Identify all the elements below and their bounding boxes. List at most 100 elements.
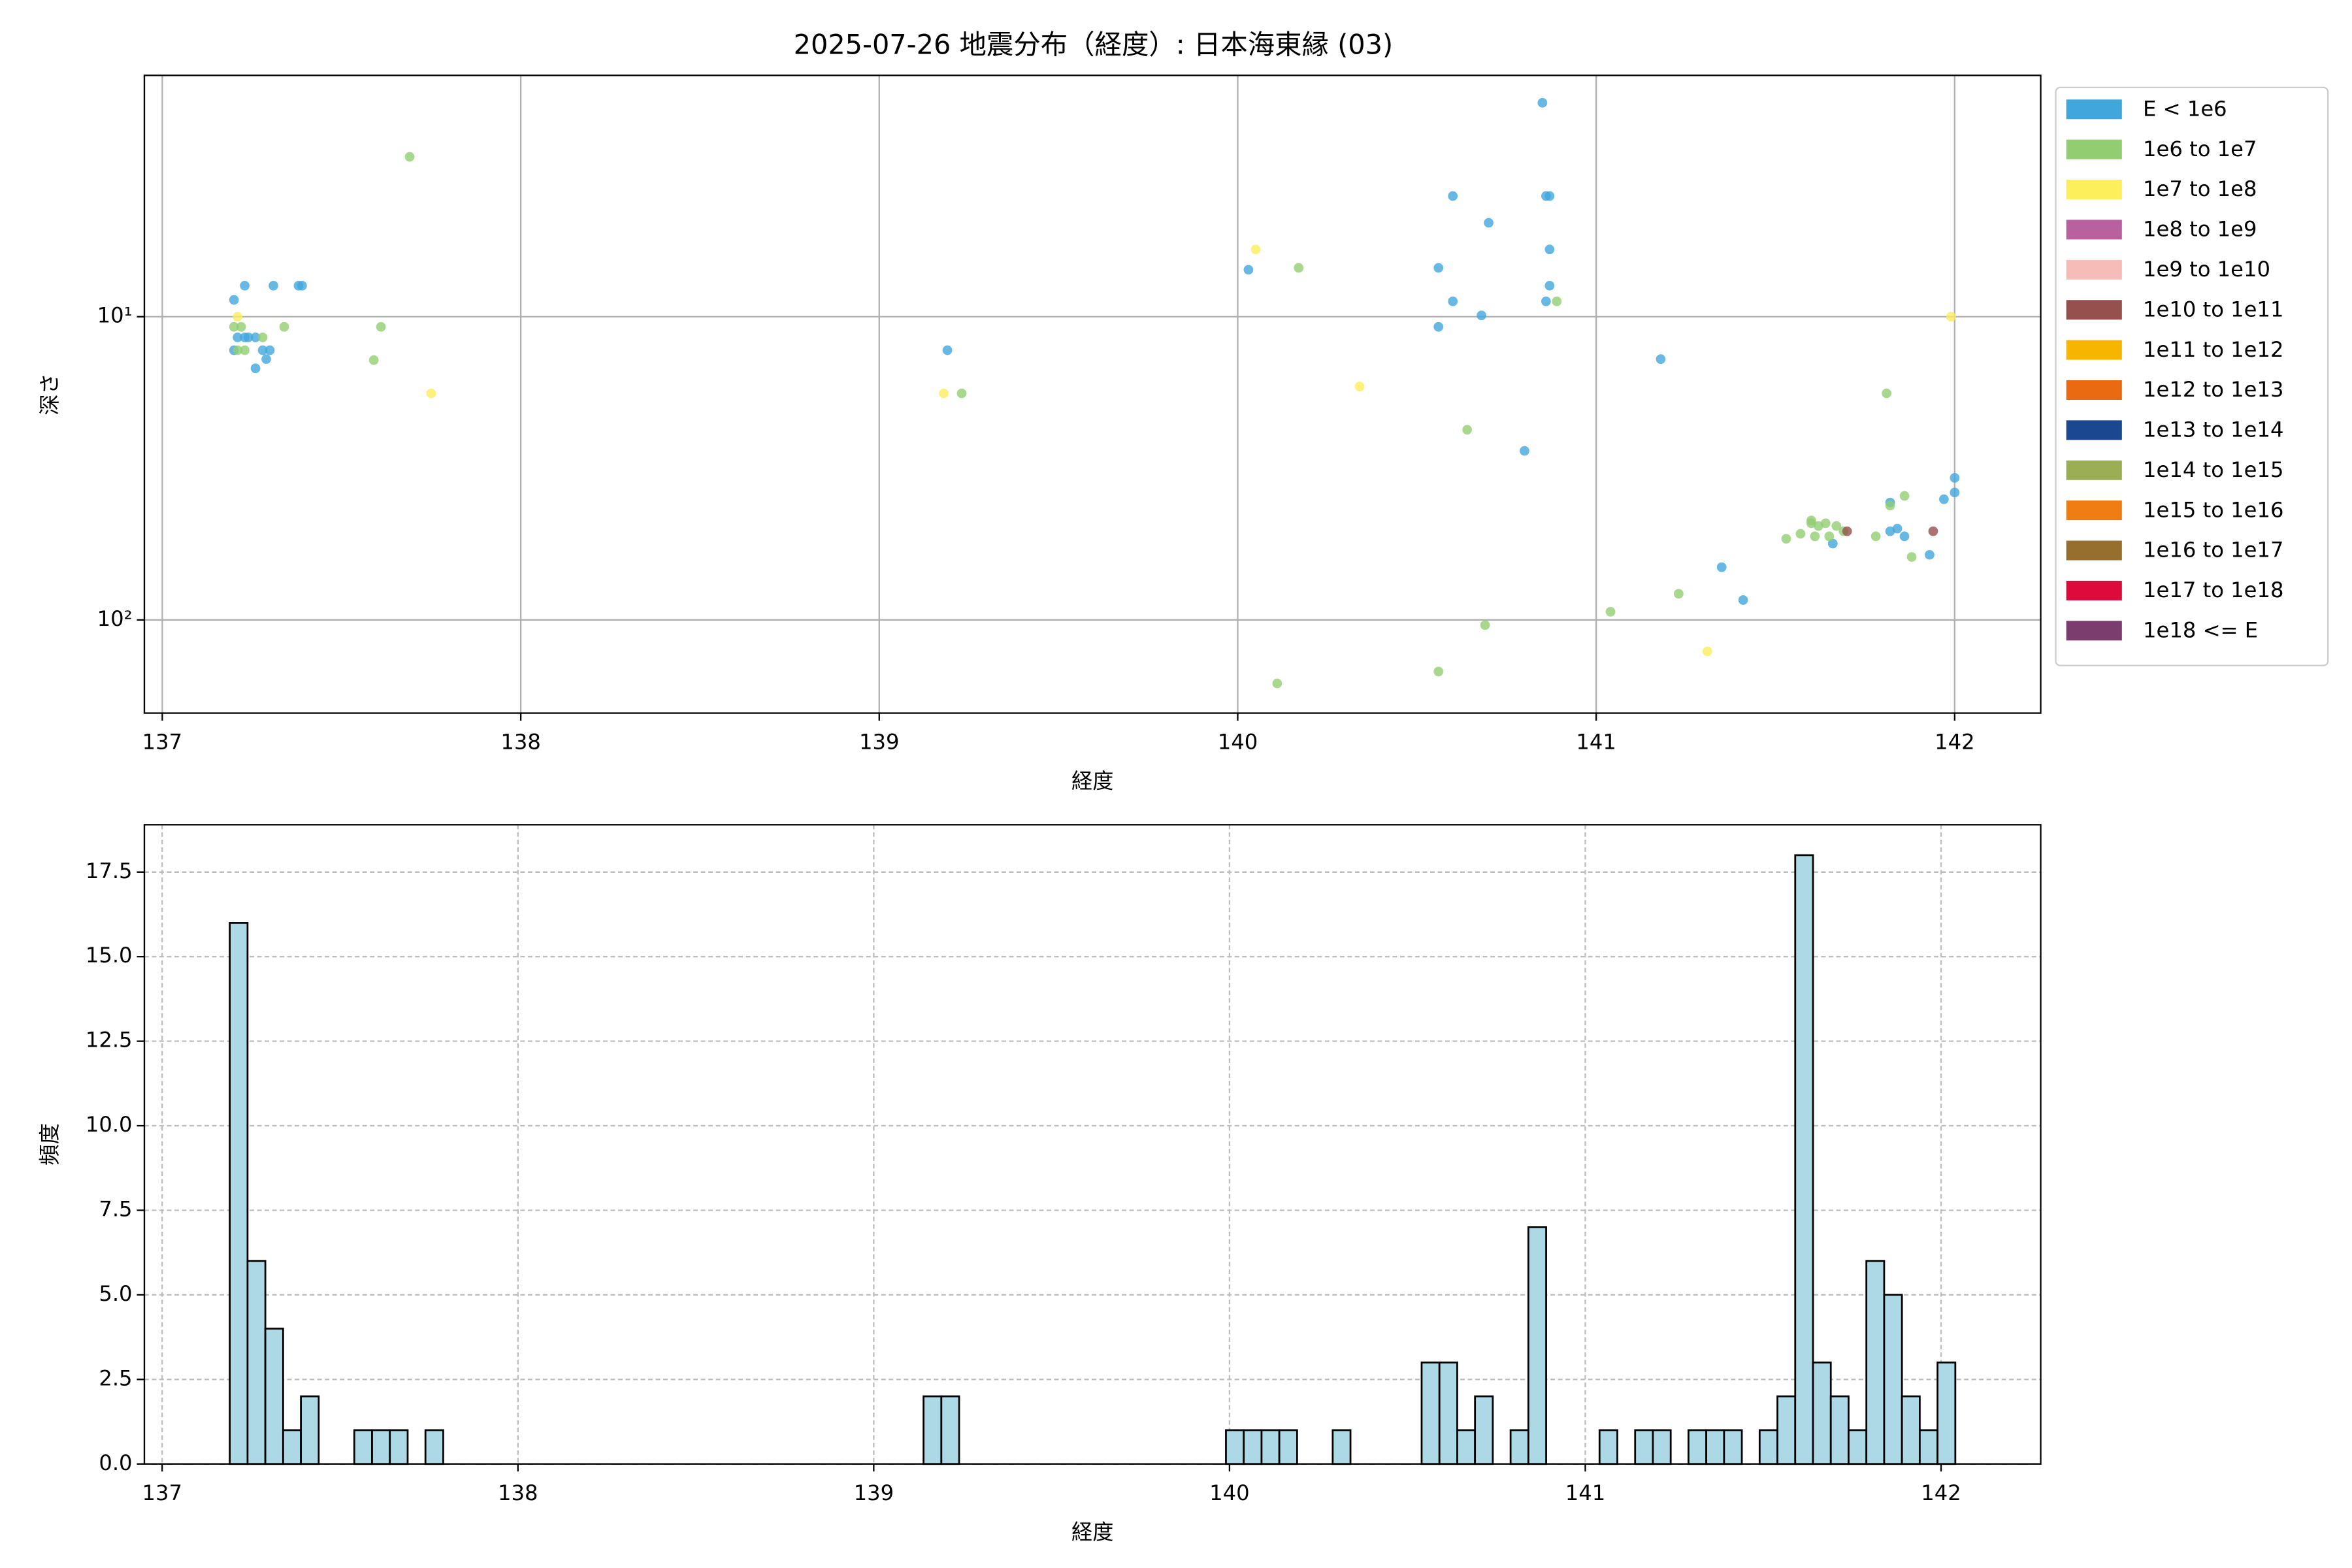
scatter-point: [1433, 263, 1444, 273]
histogram-bar: [1527, 1226, 1547, 1465]
histogram-bar: [1225, 1429, 1245, 1465]
scatter-point: [1272, 678, 1282, 689]
scatter-point: [1885, 500, 1895, 511]
scatter-point: [1605, 606, 1616, 617]
scatter-point: [1831, 521, 1842, 531]
plot-frame: [143, 74, 2042, 714]
scatter-point: [236, 321, 246, 332]
legend-swatch: [2066, 340, 2122, 360]
y-axis-label: 深さ: [37, 373, 62, 416]
scatter-point: [1716, 562, 1727, 572]
legend-swatch: [2066, 500, 2122, 521]
histogram-bar: [1758, 1429, 1778, 1465]
scatter-point: [376, 321, 386, 332]
histogram-bar: [1688, 1429, 1708, 1465]
scatter-point: [1946, 312, 1956, 322]
histogram-bar: [1901, 1395, 1921, 1465]
histogram-bar: [1634, 1429, 1654, 1465]
histogram-bar: [353, 1429, 373, 1465]
scatter-point: [257, 333, 268, 342]
legend-label: E < 1e6: [2143, 96, 2227, 121]
scatter-point: [1781, 534, 1791, 544]
legend-swatch: [2066, 139, 2122, 159]
y-tick-label: 7.5: [99, 1196, 132, 1221]
legend-label: 1e12 to 1e13: [2143, 377, 2283, 402]
scatter-point: [1899, 531, 1910, 542]
y-axis-label: 頻度: [37, 1123, 62, 1166]
scatter-point: [265, 345, 275, 355]
histogram-bar: [1865, 1260, 1886, 1465]
scatter-point: [1673, 589, 1684, 599]
scatter-point: [368, 355, 379, 365]
histogram-bar: [300, 1395, 320, 1465]
scatter-point: [1480, 620, 1490, 630]
y-tick-label: 5.0: [99, 1281, 132, 1306]
histogram-bar: [1776, 1395, 1797, 1465]
y-tick-label: 17.5: [86, 858, 133, 883]
legend-label: 1e9 to 1e10: [2143, 257, 2270, 282]
histogram-bar: [1936, 1362, 1957, 1465]
scatter-point: [1250, 244, 1261, 255]
scatter-point: [1795, 529, 1806, 539]
scatter-point: [1738, 595, 1748, 605]
scatter-point: [250, 363, 261, 374]
scatter-point: [942, 345, 953, 355]
legend-label: 1e15 to 1e16: [2143, 497, 2283, 522]
histogram-bar: [1243, 1429, 1263, 1465]
legend-label: 1e10 to 1e11: [2143, 297, 2283, 321]
histogram-bar: [246, 1260, 267, 1465]
x-tick-label: 141: [1565, 1480, 1605, 1505]
legend-label: 1e6 to 1e7: [2143, 137, 2257, 161]
scatter-point: [956, 388, 967, 399]
scatter-point: [1477, 310, 1486, 321]
scatter-point: [279, 321, 289, 332]
scatter-point: [1820, 518, 1831, 529]
scatter-point: [1243, 265, 1254, 275]
scatter-point: [1484, 218, 1494, 228]
scatter-point: [1448, 296, 1458, 306]
scatter-point: [1544, 244, 1555, 255]
scatter-point: [1541, 296, 1551, 306]
legend-label: 1e8 to 1e9: [2143, 217, 2257, 242]
scatter-point: [250, 333, 261, 342]
legend-label: 1e7 to 1e8: [2143, 176, 2257, 201]
x-tick-label: 137: [142, 1480, 182, 1505]
histogram-bar: [1794, 854, 1814, 1465]
scatter-point: [261, 354, 271, 365]
histogram-bar: [1918, 1429, 1938, 1465]
legend-label: 1e11 to 1e12: [2143, 337, 2283, 362]
legend-swatch: [2066, 99, 2122, 120]
y-tick-label: 15.0: [86, 943, 133, 968]
histogram-bar: [1260, 1429, 1281, 1465]
legend-swatch: [2066, 380, 2122, 400]
scatter-point: [1939, 494, 1949, 504]
scatter-point: [1950, 473, 1960, 483]
legend-box: [2055, 86, 2329, 666]
scatter-point: [1354, 382, 1365, 392]
x-tick-label: 139: [859, 730, 899, 755]
scatter-point: [1294, 263, 1304, 273]
x-tick-label: 142: [1935, 730, 1974, 755]
y-tick-label: 10.0: [86, 1112, 133, 1137]
legend-label: 1e13 to 1e14: [2143, 417, 2283, 442]
x-tick-label: 142: [1921, 1480, 1961, 1505]
legend-swatch: [2066, 180, 2122, 200]
histogram-bar: [1474, 1395, 1494, 1465]
scatter-point: [297, 280, 307, 291]
histogram-bar: [424, 1429, 444, 1465]
scatter-point: [1433, 321, 1444, 332]
legend-swatch: [2066, 220, 2122, 240]
histogram-bar: [264, 1328, 284, 1465]
x-tick-label: 137: [142, 730, 182, 755]
scatter-point: [1544, 280, 1555, 291]
scatter-point: [939, 388, 949, 399]
histogram-bar: [1652, 1429, 1672, 1465]
scatter-point: [1906, 552, 1917, 562]
scatter-point: [1925, 549, 1935, 560]
y-tick-label: 2.5: [99, 1365, 132, 1390]
histogram-bar: [371, 1429, 391, 1465]
scatter-point: [1882, 388, 1891, 399]
legend-swatch: [2066, 259, 2122, 280]
